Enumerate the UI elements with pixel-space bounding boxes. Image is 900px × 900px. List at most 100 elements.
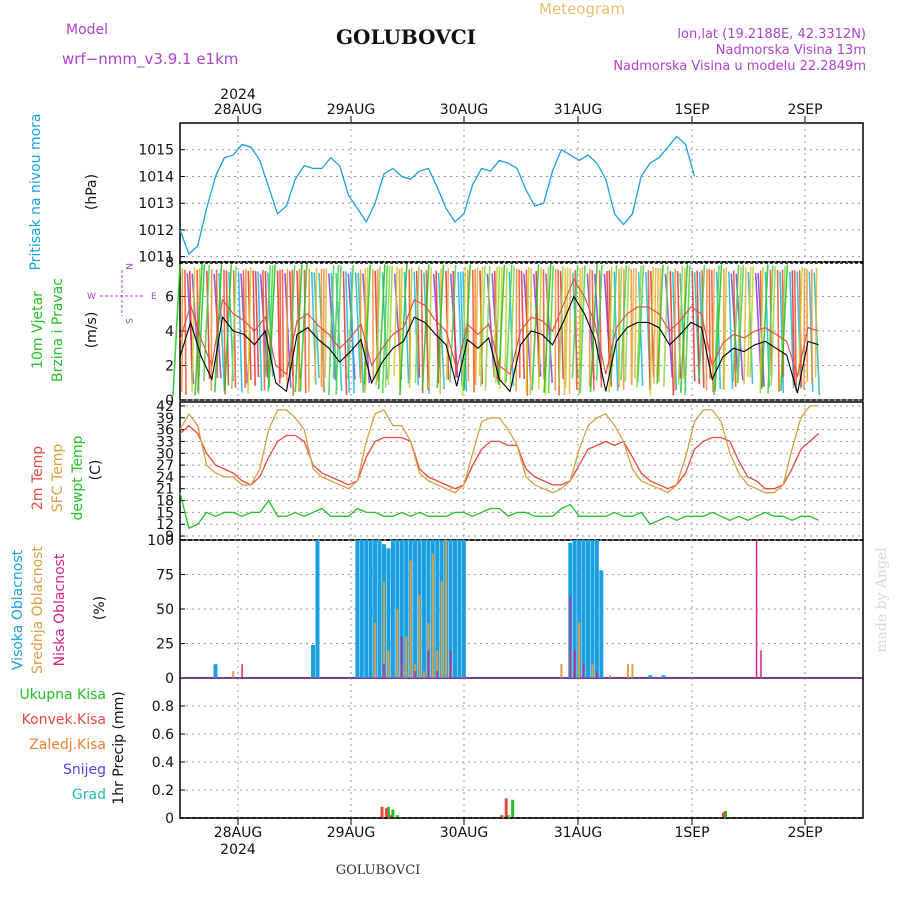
wind-arrow	[202, 265, 211, 382]
cloud-high-bar	[373, 540, 378, 678]
wind-arrow	[708, 269, 711, 379]
cloud-high-bar	[594, 540, 599, 678]
cloud-high-bar	[213, 664, 218, 678]
cloud-high-bar	[413, 540, 418, 678]
wind-arrow	[421, 264, 430, 391]
wind-arrow	[363, 264, 372, 385]
panel-frame	[179, 122, 864, 263]
precip-total-bar	[511, 799, 515, 818]
cloud-mid-bar	[631, 664, 634, 678]
wind-arrow	[381, 265, 389, 394]
product-title: Meteogram	[539, 0, 625, 18]
cloud-mid-bar	[396, 609, 399, 678]
wind-arrow	[595, 265, 603, 381]
wind-arrow	[531, 264, 540, 391]
wind-arrow	[375, 266, 381, 386]
cloud-high-bar	[599, 570, 604, 678]
cloud-high-bar	[399, 540, 404, 678]
y-tick-label: 8	[165, 255, 174, 271]
dewpt-line	[179, 492, 819, 530]
wind-arrow	[398, 267, 403, 389]
cloud-unit: (%)	[92, 596, 108, 620]
cloud-high-bar	[577, 540, 582, 678]
y-tick-label: 0.2	[152, 783, 174, 799]
cloud-mid-bar	[422, 671, 425, 678]
y-tick-label: 1013	[138, 196, 174, 212]
bottom-time-axis: 28AUG 29AUG 30AUG 31AUG 1SEP 2SEP	[214, 818, 823, 841]
y-tick-label: 0.6	[152, 727, 174, 743]
wind-arrow	[471, 269, 475, 393]
wind-arrow	[620, 265, 628, 380]
wind-arrow	[184, 269, 187, 395]
wind-arrow	[425, 270, 429, 390]
wind-arrow	[679, 264, 689, 393]
precip-conv-bar	[380, 806, 384, 818]
panel-frame	[179, 401, 864, 541]
wind-arrow	[291, 269, 295, 396]
wind-arrow	[684, 265, 691, 396]
cloud-high-bar	[661, 675, 666, 678]
wind-arrow	[780, 264, 789, 391]
wind-arrow	[303, 269, 307, 393]
wind-arrow	[578, 266, 584, 377]
temp-unit: (C)	[88, 460, 104, 481]
y-tick-label: 1011	[138, 250, 174, 266]
wind-arrow	[415, 271, 421, 378]
precip-total-bar	[502, 816, 506, 818]
model-label: Model	[66, 22, 108, 38]
y-tick-label: 50	[156, 602, 174, 618]
wind-arrow	[637, 264, 645, 382]
wind-arrow	[504, 267, 508, 386]
precip-freeze-label: Zaledj.Kisa	[29, 737, 106, 753]
cloud-mid-bar	[374, 622, 377, 678]
cloud-low-label: Niska Oblacnost	[52, 553, 68, 666]
wind-arrow	[347, 265, 354, 379]
sfc-temp-line	[179, 405, 819, 494]
wind-arrow	[677, 266, 684, 386]
y-axis-ticks: 1011101210131014101502468912151821242730…	[138, 143, 174, 827]
wind-direction-arrows	[172, 263, 821, 397]
y-tick-label: 0.4	[152, 755, 174, 771]
cloud-high-bar	[457, 540, 462, 678]
cloud-low-bar	[573, 650, 576, 678]
wind-label-1: 10m Vjetar	[30, 291, 46, 369]
y-tick-label: 36	[156, 423, 174, 439]
wind-arrow	[673, 268, 676, 392]
precip-total-bar	[386, 806, 390, 818]
cloud-mid-bar	[445, 540, 448, 678]
panel-frames	[179, 122, 864, 819]
wind-arrow	[335, 265, 342, 395]
wind-arrow	[669, 271, 675, 396]
top-year-label: 2024	[220, 87, 256, 103]
wind-arrow	[564, 267, 569, 389]
wind-arrow	[254, 271, 260, 378]
cloud-high-bar	[390, 540, 395, 678]
wind-arrow	[299, 264, 308, 392]
wind-arrow	[798, 266, 803, 377]
wind-arrow	[495, 266, 501, 384]
y-tick-label: 1014	[138, 169, 174, 185]
panel-frame	[179, 677, 864, 819]
wind-arrow	[281, 269, 285, 378]
wind-arrow	[436, 264, 445, 389]
y-tick-label: 15	[156, 505, 174, 521]
cloud-low-bar	[582, 664, 585, 678]
cloud-mid-bar	[387, 650, 390, 678]
cloud-high-bar	[359, 540, 364, 678]
cloud-mid-bar	[609, 675, 612, 678]
cloud-mid-bar	[405, 636, 408, 678]
wind-arrow	[294, 264, 303, 393]
precip-unit: 1hr Precip (mm)	[111, 691, 127, 804]
cloud-low-bar	[449, 650, 452, 678]
y-tick-label: 75	[156, 568, 174, 584]
bottom-day-label: 28AUG	[214, 825, 263, 841]
compass-w: W	[87, 292, 96, 302]
y-tick-label: 42	[156, 399, 174, 415]
wind-arrow	[223, 264, 233, 391]
wind-arrow	[377, 264, 386, 390]
cloud-mid-bar	[440, 581, 443, 678]
wind-arrow	[268, 264, 276, 389]
bottom-year-label: 2024	[220, 842, 256, 858]
wind-arrow	[384, 265, 391, 388]
wind-label-2: Brzina i Pravac	[50, 278, 66, 382]
